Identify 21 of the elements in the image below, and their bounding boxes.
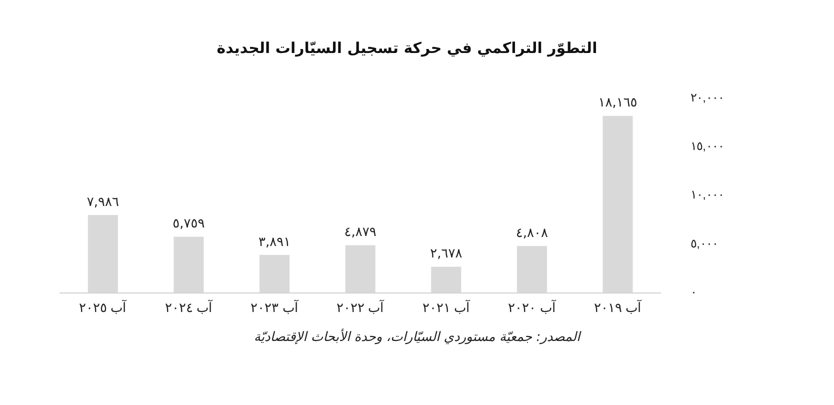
data-label: ١٨,١٦٥ — [598, 96, 638, 111]
x-tick-label: آب ٢٠٢٤ — [164, 299, 214, 316]
data-label: ٢,٦٧٨ — [430, 246, 462, 262]
data-label: ٥,٧٥٩ — [172, 216, 205, 232]
data-label: ٤,٨٧٩ — [344, 225, 376, 240]
text: المصدر: جمعيّة مستوردي السيّارات، وحدة الأبحاث الإقتصاديّة — [252, 330, 582, 345]
y-tick-label: ١٠,٠٠٠ — [690, 188, 724, 202]
data-label: ٤,٨٠٨ — [516, 226, 548, 241]
x-tick-label: آب ٢٠٢٢ — [336, 299, 386, 316]
data-label: ٣,٨٩١ — [258, 234, 291, 250]
x-tick-label: آب ٢٠٢٣ — [250, 299, 300, 316]
y-tick-label: ٢٠,٠٠٠ — [690, 90, 724, 104]
x-tick-label: آب ٢٠٢١ — [422, 299, 471, 316]
y-tick-label: ٥,٠٠٠ — [690, 236, 718, 250]
x-tick-label: آب ٢٠١٩ — [594, 299, 643, 316]
y-tick-label: ١٥,٠٠٠ — [690, 139, 724, 154]
data-label: ٧,٩٨٦ — [86, 194, 119, 210]
y-tick-label: ٠ — [690, 285, 697, 300]
x-tick-label: آب ٢٠٢٠ — [508, 299, 557, 316]
x-tick-label: آب ٢٠٢٥ — [79, 299, 128, 316]
chart-title: التطوّر التراكمي في حركة تسجيل السيّارات الجديدة — [216, 38, 598, 57]
